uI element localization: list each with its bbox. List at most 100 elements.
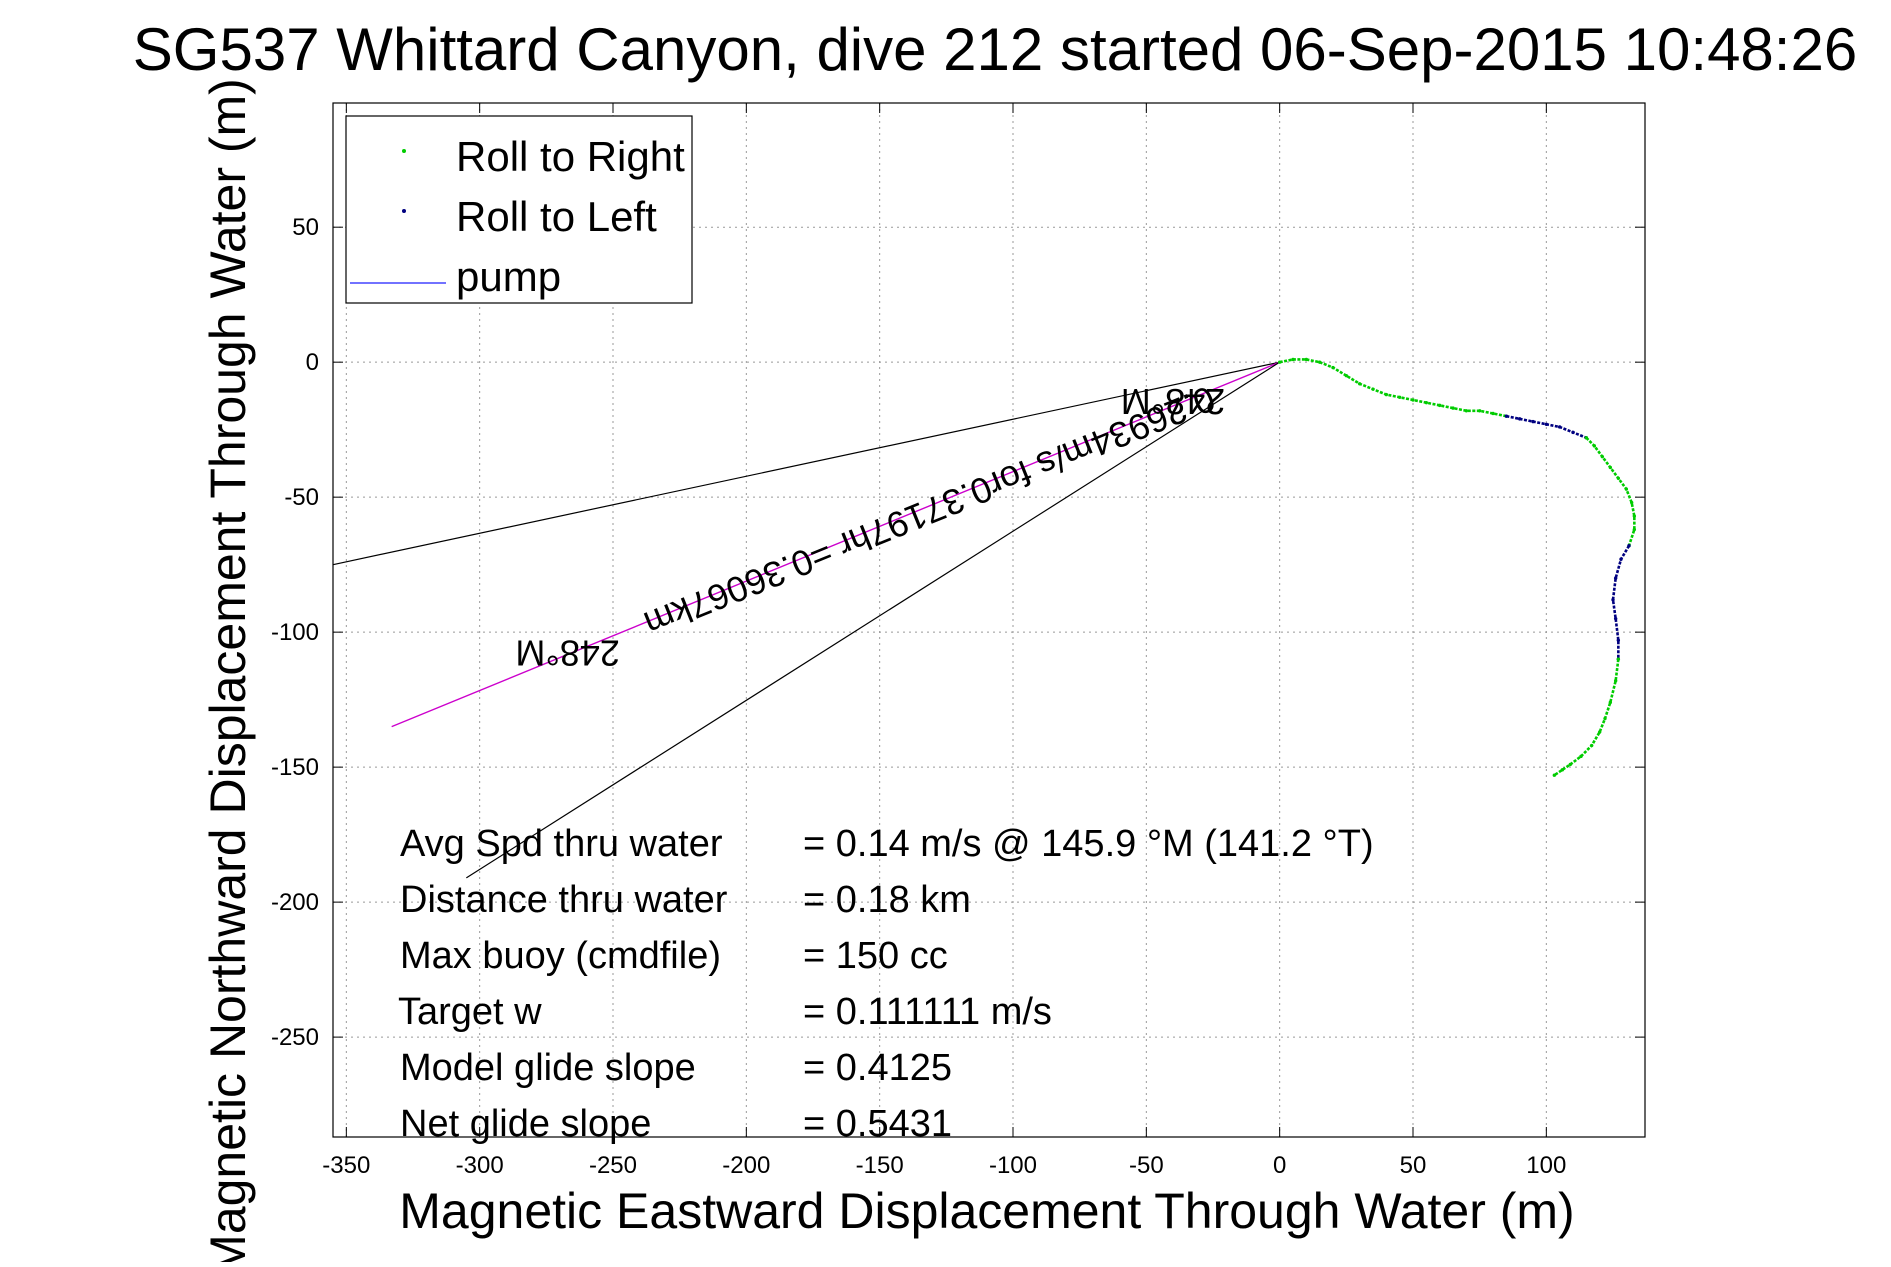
x-tick-label: -250 xyxy=(589,1152,637,1179)
y-tick-label: 50 xyxy=(292,214,319,241)
track-point-roll-to-right xyxy=(1608,700,1613,705)
stat-label: Target w xyxy=(398,991,542,1033)
x-tick-label: 50 xyxy=(1400,1152,1427,1179)
track-point-roll-to-right xyxy=(1592,444,1597,448)
y-tick-label: -200 xyxy=(271,889,319,916)
y-axis-title: Magnetic Northward Displacement Through … xyxy=(200,78,256,1262)
track-point-roll-to-right xyxy=(1632,514,1637,518)
y-tick-label: -100 xyxy=(271,619,319,646)
track-point-roll-to-left xyxy=(1557,425,1562,429)
track-point-roll-to-right xyxy=(1624,487,1629,491)
track-roll-to-right xyxy=(1553,658,1620,777)
track-point-roll-to-right xyxy=(1616,476,1621,480)
plot-frame xyxy=(332,102,1646,1138)
y-tick-label: -50 xyxy=(284,484,319,511)
x-tick-label: 100 xyxy=(1526,1152,1566,1179)
track-point-roll-to-right xyxy=(1464,409,1469,413)
track-point-roll-to-right xyxy=(1608,465,1613,470)
track-point-roll-to-left xyxy=(1544,422,1549,426)
stat-label: Net glide slope xyxy=(400,1103,651,1145)
heading-line-mean xyxy=(391,361,1280,728)
heading-annotation: 248°M xyxy=(515,632,619,673)
legend: Roll to Right Roll to Left pump xyxy=(345,115,693,304)
x-tick-label: -350 xyxy=(322,1152,370,1179)
track-point-roll-to-left xyxy=(1504,414,1509,418)
track-point-roll-to-right xyxy=(1384,392,1389,397)
stat-value: = 0.18 km xyxy=(803,879,971,921)
x-axis-title: Magnetic Eastward Displacement Through W… xyxy=(399,1183,1574,1239)
track-point-roll-to-right xyxy=(1371,387,1375,391)
stat-value: = 0.4125 xyxy=(803,1047,952,1089)
x-tick-label: -300 xyxy=(456,1152,504,1179)
track-point-roll-to-left xyxy=(1627,544,1631,548)
x-tick-label: -50 xyxy=(1129,1152,1164,1179)
track-point-roll-to-right xyxy=(1560,768,1565,772)
heading-annotation: 248°M xyxy=(1121,381,1225,422)
track-point-roll-to-right xyxy=(1629,500,1634,505)
stat-label: Max buoy (cmdfile) xyxy=(400,935,721,977)
track-point-roll-to-right xyxy=(1437,403,1442,408)
y-tick-label: -150 xyxy=(271,754,319,781)
heading-annotation: 0.26934m/s for0.37197hr =0.36067km xyxy=(639,378,1221,645)
x-tick-label: -150 xyxy=(856,1152,904,1179)
track-point-roll-to-right xyxy=(1411,398,1415,402)
stat-value: = 0.14 m/s @ 145.9 °M (141.2 °T) xyxy=(803,823,1374,865)
stats-block: Avg Spd thru water = 0.14 m/s @ 145.9 °M … xyxy=(398,823,1374,1145)
track-point-roll-to-right xyxy=(1317,360,1322,364)
track-point-roll-to-right xyxy=(1331,365,1335,370)
track-point-roll-to-right xyxy=(1616,657,1621,661)
track-point-roll-to-right xyxy=(1304,357,1309,362)
track-point-roll-to-left xyxy=(1611,598,1615,602)
track-roll-to-right xyxy=(1279,358,1507,418)
chart-title: SG537 Whittard Canyon, dive 212 started … xyxy=(133,16,1857,83)
track-point-roll-to-right xyxy=(1277,360,1282,364)
y-tick-label: -250 xyxy=(271,1024,319,1051)
track-point-roll-to-left xyxy=(1613,576,1618,580)
track-point-roll-to-right xyxy=(1568,762,1573,767)
track-point-roll-to-right xyxy=(1600,454,1605,459)
stat-value: = 150 cc xyxy=(803,935,948,977)
track-point-roll-to-right xyxy=(1451,406,1455,410)
track-point-roll-to-left xyxy=(1517,417,1522,421)
legend-marker-roll-to-left xyxy=(402,209,406,213)
stat-label: Model glide slope xyxy=(400,1047,696,1089)
heading-line xyxy=(466,361,1280,879)
track-point-roll-to-right xyxy=(1597,730,1602,734)
track-point-roll-to-left xyxy=(1619,557,1623,561)
track-point-roll-to-right xyxy=(1552,773,1557,777)
track-point-roll-to-right xyxy=(1344,373,1349,378)
plot-layer: -350 -300 -250 -200 -150 -100 -50 0 50 100 50 0 -50 -… xyxy=(271,102,1646,1179)
legend-label-pump: pump xyxy=(456,253,561,300)
track-roll-to-left xyxy=(1611,545,1631,660)
track-point-roll-to-left xyxy=(1616,638,1621,642)
track-point-roll-to-right xyxy=(1584,436,1589,440)
x-tick-label: -100 xyxy=(989,1152,1037,1179)
track-point-roll-to-right xyxy=(1613,679,1618,683)
heading-line xyxy=(332,361,1280,566)
track-point-roll-to-right xyxy=(1477,409,1482,413)
track-point-roll-to-right xyxy=(1579,754,1583,759)
x-tick-label: -200 xyxy=(722,1152,770,1179)
stat-label: Avg Spd thru water xyxy=(400,823,723,865)
track-point-roll-to-left xyxy=(1613,616,1618,621)
legend-label-roll-to-right: Roll to Right xyxy=(456,133,685,180)
track-point-roll-to-left xyxy=(1531,419,1535,424)
legend-label-roll-to-left: Roll to Left xyxy=(456,193,657,240)
legend-marker-roll-to-right xyxy=(402,149,406,153)
track-point-roll-to-right xyxy=(1291,357,1295,362)
stat-value: = 0.5431 xyxy=(803,1103,952,1145)
track-point-roll-to-right xyxy=(1589,743,1594,748)
x-tick-label: 0 xyxy=(1273,1152,1286,1179)
y-tick-label: 0 xyxy=(306,349,319,376)
track-point-roll-to-right xyxy=(1603,716,1607,721)
track-point-roll-to-left xyxy=(1571,430,1575,435)
track-point-roll-to-right xyxy=(1357,382,1362,386)
track-point-roll-to-right xyxy=(1424,400,1429,405)
stat-label: Distance thru water xyxy=(400,879,728,921)
track-point-roll-to-right xyxy=(1632,527,1637,532)
track-point-roll-to-right xyxy=(1397,395,1402,399)
stat-value: = 0.111111 m/s xyxy=(803,991,1052,1033)
track-roll-to-right xyxy=(1585,436,1636,547)
